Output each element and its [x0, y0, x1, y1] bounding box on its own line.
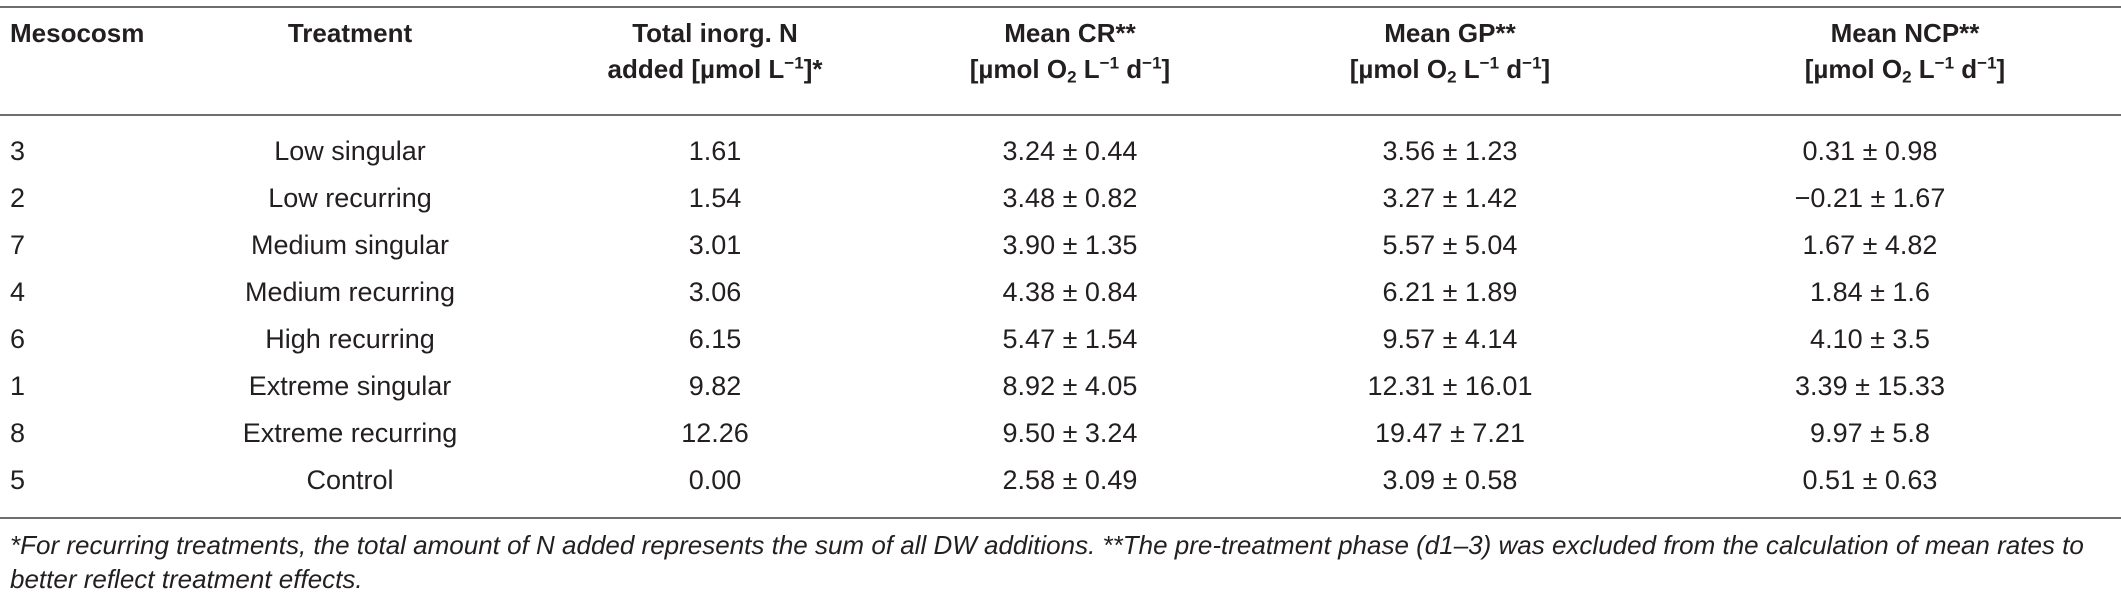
cell-n-added: 1.61: [688, 136, 742, 166]
cell-mean-ncp: 0.31 ± 0.98: [1802, 136, 1938, 166]
cell-treatment: Low singular: [274, 136, 426, 166]
cell-n-added: 12.26: [681, 418, 749, 448]
header-mean-ncp-line1: Mean NCP**: [1830, 18, 1980, 48]
cell-mean-cr: 3.24 ± 0.44: [1002, 136, 1138, 166]
cell-mean-gp: 9.57 ± 4.14: [1382, 324, 1518, 354]
header-mean-cr: Mean CR** [µmol O2 L−1 d−1]: [920, 15, 1220, 87]
cell-mean-cr: 8.92 ± 4.05: [1002, 371, 1138, 401]
table-header-rule: [0, 114, 2121, 116]
table-row: 1 Extreme singular 9.82 8.92 ± 4.05 12.3…: [0, 363, 2121, 410]
table-row: 3 Low singular 1.61 3.24 ± 0.44 3.56 ± 1…: [0, 128, 2121, 175]
cell-mesocosm: 4: [10, 277, 26, 307]
header-mesocosm-label: Mesocosm: [10, 18, 145, 48]
cell-mean-ncp: 1.84 ± 1.6: [1810, 277, 1930, 307]
table-bottom-rule: [0, 517, 2121, 519]
cell-mesocosm: 3: [10, 136, 26, 166]
cell-mesocosm: 2: [10, 183, 26, 213]
cell-mesocosm: 7: [10, 230, 26, 260]
cell-treatment: High recurring: [265, 324, 435, 354]
header-mean-ncp-unit: [µmol O2 L−1 d−1]: [1804, 53, 2006, 87]
cell-mean-cr: 9.50 ± 3.24: [1002, 418, 1138, 448]
cell-mesocosm: 1: [10, 371, 26, 401]
cell-mean-cr: 5.47 ± 1.54: [1002, 324, 1138, 354]
table-footnote: *For recurring treatments, the total amo…: [10, 530, 2084, 594]
cell-mean-gp: 19.47 ± 7.21: [1375, 418, 1525, 448]
table-row: 2 Low recurring 1.54 3.48 ± 0.82 3.27 ± …: [0, 175, 2121, 222]
table-row: 4 Medium recurring 3.06 4.38 ± 0.84 6.21…: [0, 269, 2121, 316]
cell-treatment: Control: [306, 465, 394, 495]
cell-treatment: Extreme recurring: [242, 418, 458, 448]
header-n-added: Total inorg. N added [µmol L−1]*: [565, 15, 865, 87]
header-mean-cr-unit: [µmol O2 L−1 d−1]: [969, 53, 1171, 87]
table-row: 5 Control 0.00 2.58 ± 0.49 3.09 ± 0.58 0…: [0, 457, 2121, 504]
cell-mesocosm: 8: [10, 418, 26, 448]
header-n-added-line1: Total inorg. N: [632, 18, 798, 48]
cell-mesocosm: 5: [10, 465, 26, 495]
cell-treatment: Low recurring: [268, 183, 432, 213]
header-treatment-label: Treatment: [287, 18, 413, 48]
cell-n-added: 1.54: [688, 183, 742, 213]
cell-mean-cr: 2.58 ± 0.49: [1002, 465, 1138, 495]
cell-mean-ncp: 1.67 ± 4.82: [1802, 230, 1938, 260]
cell-mean-ncp: 9.97 ± 5.8: [1810, 418, 1930, 448]
cell-mean-ncp: 3.39 ± 15.33: [1795, 371, 1945, 401]
cell-mean-cr: 3.48 ± 0.82: [1002, 183, 1138, 213]
cell-treatment: Medium singular: [250, 230, 450, 260]
table-row: 7 Medium singular 3.01 3.90 ± 1.35 5.57 …: [0, 222, 2121, 269]
header-mean-gp-unit: [µmol O2 L−1 d−1]: [1349, 53, 1551, 87]
cell-mean-gp: 3.09 ± 0.58: [1382, 465, 1518, 495]
cell-mean-gp: 3.27 ± 1.42: [1382, 183, 1518, 213]
cell-mesocosm: 6: [10, 324, 26, 354]
cell-n-added: 0.00: [688, 465, 742, 495]
cell-treatment: Medium recurring: [244, 277, 456, 307]
cell-mean-ncp: 0.51 ± 0.63: [1802, 465, 1938, 495]
header-mesocosm: Mesocosm: [10, 15, 144, 51]
cell-mean-cr: 4.38 ± 0.84: [1002, 277, 1138, 307]
cell-n-added: 3.01: [688, 230, 742, 260]
cell-n-added: 6.15: [688, 324, 742, 354]
cell-mean-gp: 5.57 ± 5.04: [1382, 230, 1518, 260]
header-n-added-line2: added [µmol L−1]*: [607, 53, 823, 84]
table-row: 6 High recurring 6.15 5.47 ± 1.54 9.57 ±…: [0, 316, 2121, 363]
cell-treatment: Extreme singular: [248, 371, 452, 401]
cell-mean-gp: 6.21 ± 1.89: [1382, 277, 1518, 307]
header-mean-gp-line1: Mean GP**: [1384, 18, 1516, 48]
cell-n-added: 9.82: [688, 371, 742, 401]
table-row: 8 Extreme recurring 12.26 9.50 ± 3.24 19…: [0, 410, 2121, 457]
cell-mean-gp: 3.56 ± 1.23: [1382, 136, 1518, 166]
table-top-rule: [0, 6, 2121, 8]
cell-mean-ncp: −0.21 ± 1.67: [1794, 183, 1946, 213]
cell-n-added: 3.06: [688, 277, 742, 307]
header-treatment: Treatment: [230, 15, 470, 51]
cell-mean-cr: 3.90 ± 1.35: [1002, 230, 1138, 260]
cell-mean-ncp: 4.10 ± 3.5: [1810, 324, 1930, 354]
header-mean-gp: Mean GP** [µmol O2 L−1 d−1]: [1300, 15, 1600, 87]
header-mean-ncp: Mean NCP** [µmol O2 L−1 d−1]: [1745, 15, 2065, 87]
header-mean-cr-line1: Mean CR**: [1004, 18, 1136, 48]
cell-mean-gp: 12.31 ± 16.01: [1367, 371, 1533, 401]
